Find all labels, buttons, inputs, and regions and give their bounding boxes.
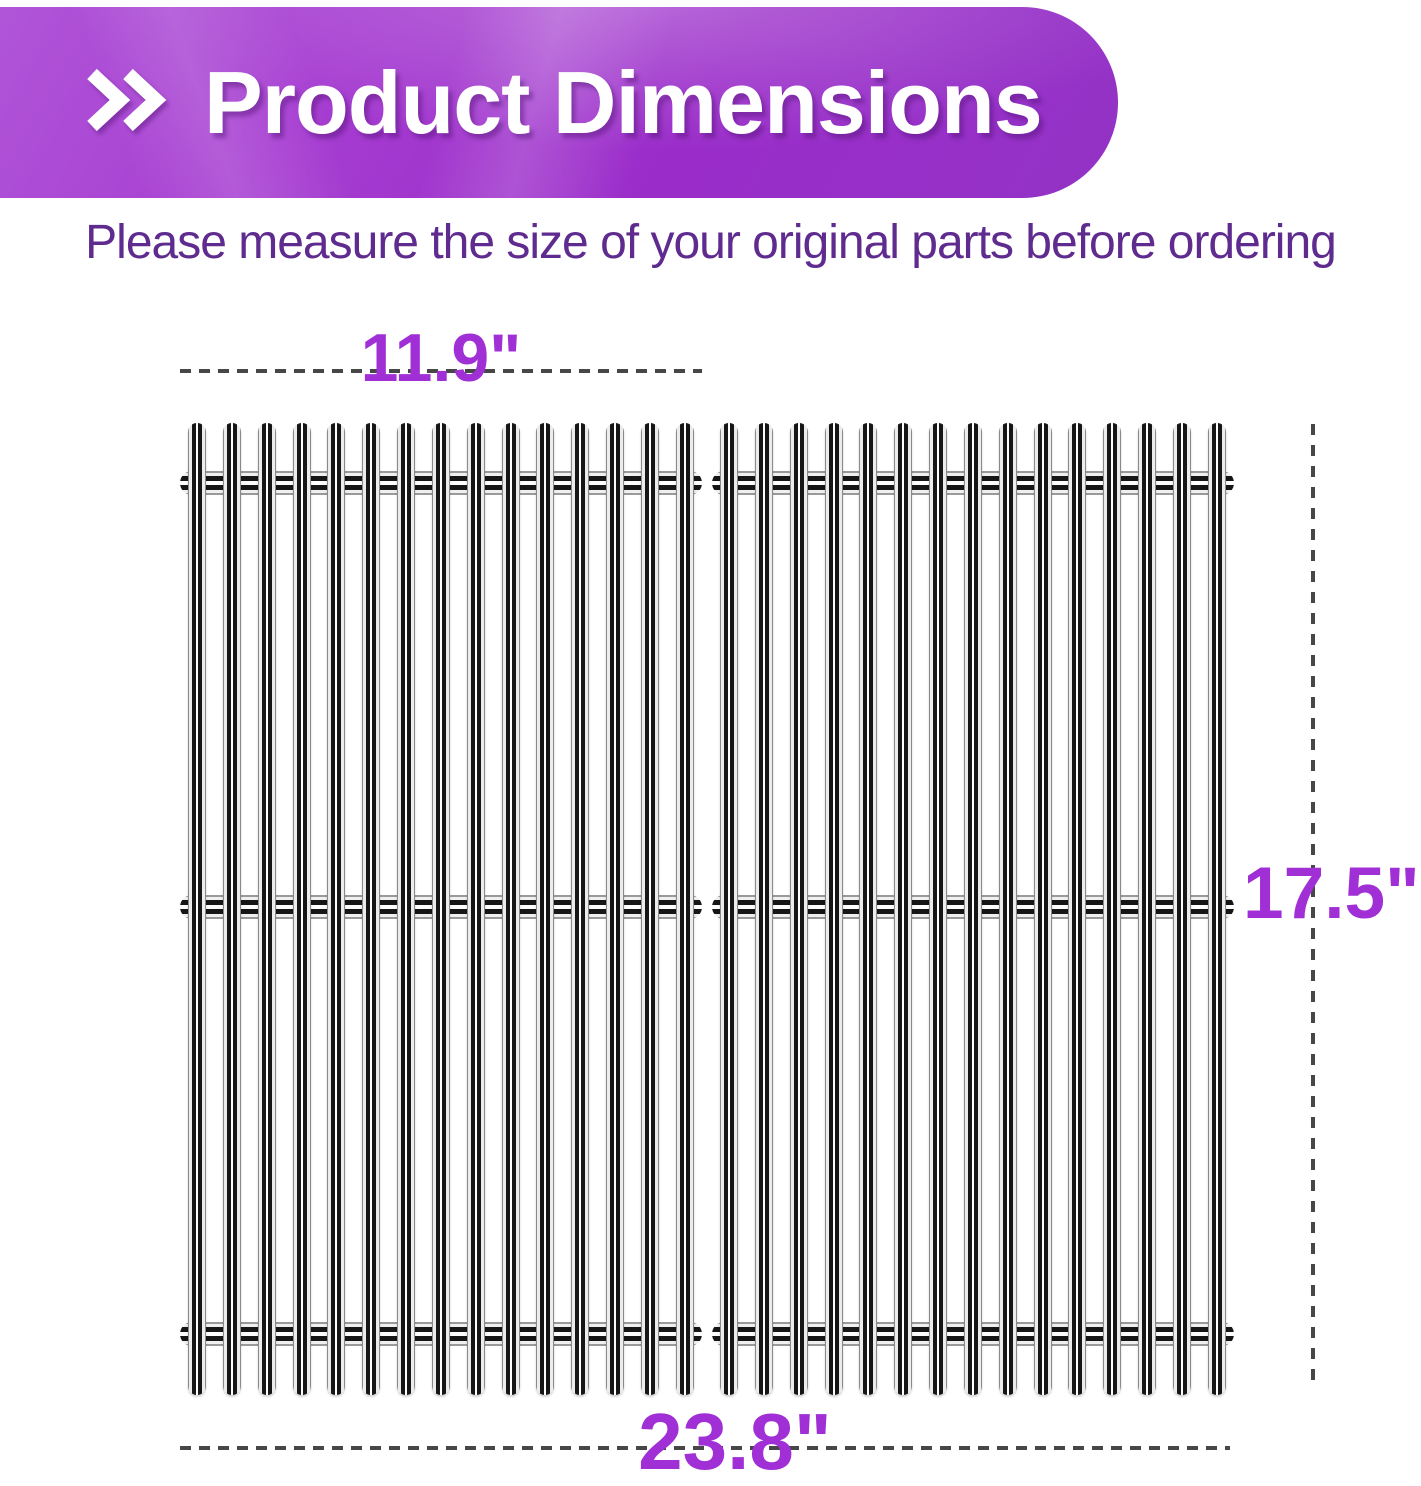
grate-rod: [501, 423, 520, 1395]
grate-rod: [257, 423, 276, 1395]
header-banner: Product Dimensions: [0, 7, 1118, 198]
grate-rod: [998, 423, 1017, 1395]
grate-rod: [327, 423, 346, 1395]
panel-width-dimension-label: 11.9": [360, 320, 522, 396]
grate-rod: [536, 423, 555, 1395]
grate-rod: [963, 423, 982, 1395]
grate-rod: [754, 423, 773, 1395]
panel-width-dimension-line: [180, 369, 702, 373]
grate-rod: [1068, 423, 1087, 1395]
grate-rod: [859, 423, 878, 1395]
grate-rod: [431, 423, 450, 1395]
grate-rod: [675, 423, 694, 1395]
page-title: Product Dimensions: [204, 52, 1043, 152]
grate-rod: [640, 423, 659, 1395]
grate-rod: [824, 423, 843, 1395]
grate-rod: [292, 423, 311, 1395]
grill-grate-panel-left: [180, 423, 702, 1395]
grate-rod: [397, 423, 416, 1395]
subtitle: Please measure the size of your original…: [85, 216, 1337, 269]
grate-rod: [1103, 423, 1122, 1395]
grill-grate-panel-right: [712, 423, 1234, 1395]
grate-rod: [1138, 423, 1157, 1395]
total-width-dimension-line: [180, 1446, 1230, 1450]
grate-rod: [362, 423, 381, 1395]
total-width-dimension-label: 23.8": [638, 1397, 832, 1486]
grate-rod: [1207, 423, 1226, 1395]
grate-rod: [571, 423, 590, 1395]
double-chevron-icon: [82, 67, 174, 138]
grate-rod: [606, 423, 625, 1395]
grate-rod: [894, 423, 913, 1395]
grate-rod: [222, 423, 241, 1395]
grate-rod: [929, 423, 948, 1395]
grate-rod: [1033, 423, 1052, 1395]
grate-rod: [789, 423, 808, 1395]
height-dimension-line: [1311, 424, 1315, 1380]
grate-rod: [466, 423, 485, 1395]
grate-rod: [188, 423, 206, 1395]
grate-rod: [720, 423, 738, 1395]
height-dimension-label: 17.5": [1243, 853, 1420, 934]
grate-rod: [1172, 423, 1191, 1395]
